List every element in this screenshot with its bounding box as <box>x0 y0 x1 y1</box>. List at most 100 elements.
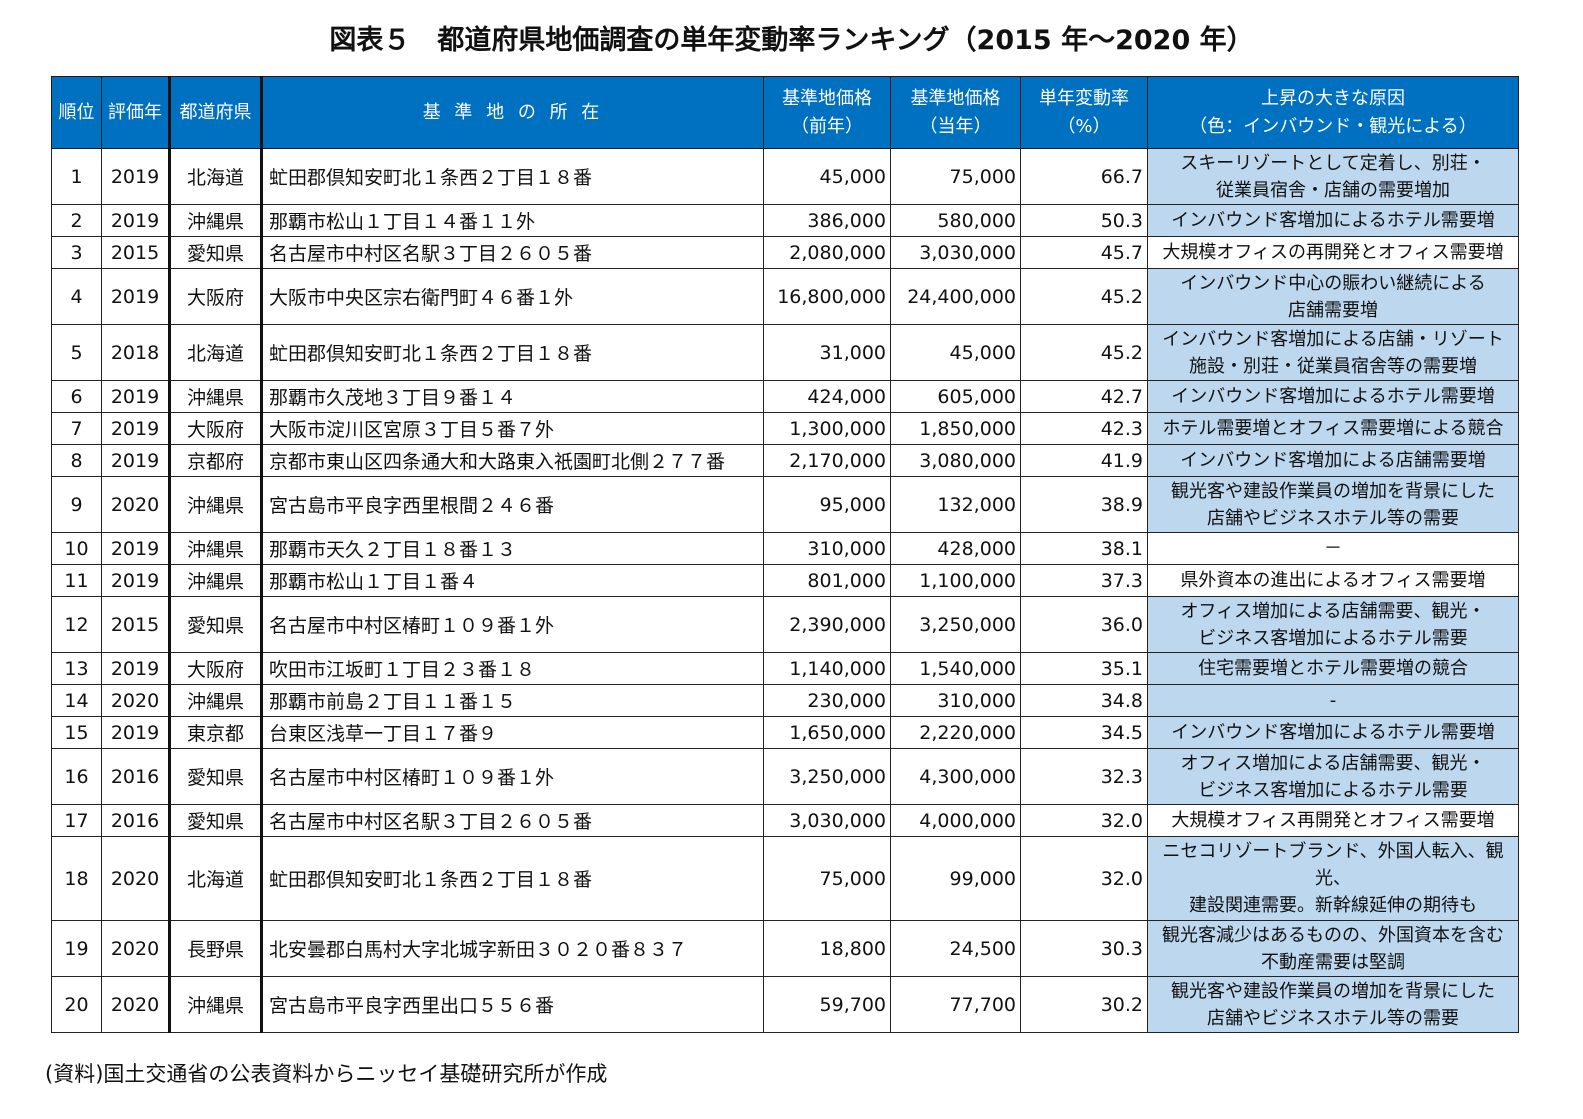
year-cell: 2019 <box>101 532 171 565</box>
reason-line: オフィス増加による店舗需要、観光・ <box>1180 600 1486 622</box>
prefecture-cell: 沖縄県 <box>169 532 263 565</box>
rank-cell: 5 <box>51 324 102 381</box>
prefecture-cell: 沖縄県 <box>169 204 263 237</box>
rank-cell: 1 <box>51 148 102 205</box>
reason-cell: 県外資本の進出によるオフィス需要増 <box>1147 564 1519 597</box>
price-curr-cell: 1,540,000 <box>890 652 1021 685</box>
rank-cell: 18 <box>51 836 102 921</box>
header-reason: 上昇の大きな原因 （色：インバウンド・観光による） <box>1147 76 1519 149</box>
change-rate-cell: 66.7 <box>1020 148 1148 205</box>
year-cell: 2019 <box>101 716 171 749</box>
table-row: 6 2019 沖縄県 那覇市久茂地３丁目９番１４ 424,000 605,000 42.7 イ… <box>51 380 1519 413</box>
table-row: 13 2019 大阪府 吹田市江坂町１丁目２３番１８ 1,140,000 1,540,00… <box>51 652 1519 685</box>
table-row: 4 2019 大阪府 大阪市中央区宗右衛門町４６番１外 16,800,000 24,400… <box>51 268 1519 325</box>
table-row: 19 2020 長野県 北安曇郡白馬村大字北城字新田３０２０番８３７ 18,800 24,… <box>51 920 1519 977</box>
price-prev-cell: 75,000 <box>763 836 891 921</box>
price-prev-cell: 1,140,000 <box>763 652 891 685</box>
price-curr-cell: 4,300,000 <box>890 748 1021 805</box>
change-rate-cell: 32.0 <box>1020 804 1148 837</box>
reason-line: インバウンド客増加によるホテル需要増 <box>1171 722 1495 743</box>
reason-line: インバウンド中心の賑わい継続による <box>1180 272 1486 294</box>
rank-cell: 6 <box>51 380 102 413</box>
year-cell: 2015 <box>101 596 171 653</box>
price-prev-cell: 95,000 <box>763 476 891 533</box>
year-cell: 2019 <box>101 268 171 325</box>
reason-cell: - <box>1147 684 1519 717</box>
location-cell: 名古屋市中村区椿町１０９番１外 <box>261 596 764 653</box>
reason-line: 観光客や建設作業員の増加を背景にした <box>1171 980 1495 1002</box>
location-cell: 宮古島市平良字西里根間２４６番 <box>261 476 764 533</box>
table-row: 11 2019 沖縄県 那覇市松山１丁目１番４ 801,000 1,100,000 37.3… <box>51 564 1519 597</box>
price-curr-cell: 24,500 <box>890 920 1021 977</box>
price-curr-cell: 24,400,000 <box>890 268 1021 325</box>
location-cell: 虻田郡倶知安町北１条西２丁目１８番 <box>261 148 764 205</box>
prefecture-cell: 愛知県 <box>169 804 263 837</box>
reason-cell: ホテル需要増とオフィス需要増による競合 <box>1147 412 1519 445</box>
prefecture-cell: 北海道 <box>169 148 263 205</box>
header-price-prev-line1: 基準地価格 <box>782 87 872 109</box>
price-prev-cell: 310,000 <box>763 532 891 565</box>
price-prev-cell: 1,300,000 <box>763 412 891 445</box>
year-cell: 2019 <box>101 380 171 413</box>
price-prev-cell: 801,000 <box>763 564 891 597</box>
table-row: 14 2020 沖縄県 那覇市前島２丁目１１番１５ 230,000 310,000 34.8… <box>51 684 1519 717</box>
price-prev-cell: 3,030,000 <box>763 804 891 837</box>
price-curr-cell: 75,000 <box>890 148 1021 205</box>
reason-line: 大規模オフィス再開発とオフィス需要増 <box>1171 810 1495 831</box>
price-curr-cell: 605,000 <box>890 380 1021 413</box>
change-rate-cell: 42.7 <box>1020 380 1148 413</box>
table-row: 16 2016 愛知県 名古屋市中村区椿町１０９番１外 3,250,000 4,300,0… <box>51 748 1519 805</box>
price-curr-cell: 45,000 <box>890 324 1021 381</box>
year-cell: 2019 <box>101 148 171 205</box>
reason-line: インバウンド客増加によるホテル需要増 <box>1171 210 1495 231</box>
reason-cell: 大規模オフィスの再開発とオフィス需要増 <box>1147 236 1519 269</box>
price-curr-cell: 580,000 <box>890 204 1021 237</box>
change-rate-cell: 50.3 <box>1020 204 1148 237</box>
table-row: 12 2015 愛知県 名古屋市中村区椿町１０９番１外 2,390,000 3,250,0… <box>51 596 1519 653</box>
price-prev-cell: 2,390,000 <box>763 596 891 653</box>
price-curr-cell: 428,000 <box>890 532 1021 565</box>
header-location: 基 準 地 の 所 在 <box>261 76 764 149</box>
year-cell: 2020 <box>101 836 171 921</box>
reason-cell: 住宅需要増とホテル需要増の競合 <box>1147 652 1519 685</box>
prefecture-cell: 沖縄県 <box>169 564 263 597</box>
prefecture-cell: 沖縄県 <box>169 684 263 717</box>
price-prev-cell: 59,700 <box>763 976 891 1033</box>
rank-cell: 8 <box>51 444 102 477</box>
reason-line: オフィス増加による店舗需要、観光・ <box>1180 752 1486 774</box>
table-row: 15 2019 東京都 台東区浅草一丁目１７番９ 1,650,000 2,220,000 3… <box>51 716 1519 749</box>
location-cell: 名古屋市中村区椿町１０９番１外 <box>261 748 764 805</box>
location-cell: 那覇市天久２丁目１８番１３ <box>261 532 764 565</box>
table-row: 17 2016 愛知県 名古屋市中村区名駅３丁目２６０５番 3,030,000 4,000… <box>51 804 1519 837</box>
reason-cell: インバウンド中心の賑わい継続による 店舗需要増 <box>1147 268 1519 325</box>
header-price-curr: 基準地価格 （当年） <box>890 76 1021 149</box>
rank-cell: 11 <box>51 564 102 597</box>
reason-cell: インバウンド客増加による店舗・リゾート 施設・別荘・従業員宿舎等の需要増 <box>1147 324 1519 381</box>
source-footnote: (資料)国土交通省の公表資料からニッセイ基礎研究所が作成 <box>45 1062 608 1086</box>
change-rate-cell: 30.3 <box>1020 920 1148 977</box>
year-cell: 2015 <box>101 236 171 269</box>
reason-line: インバウンド客増加による店舗需要増 <box>1180 450 1486 471</box>
location-cell: 京都市東山区四条通大和大路東入祇園町北側２７７番 <box>261 444 764 477</box>
rank-cell: 13 <box>51 652 102 685</box>
location-cell: 台東区浅草一丁目１７番９ <box>261 716 764 749</box>
prefecture-cell: 大阪府 <box>169 268 263 325</box>
year-cell: 2020 <box>101 684 171 717</box>
reason-line: 観光客や建設作業員の増加を背景にした <box>1171 480 1495 502</box>
reason-cell: 観光客や建設作業員の増加を背景にした 店舗やビジネスホテル等の需要 <box>1147 976 1519 1033</box>
year-cell: 2019 <box>101 204 171 237</box>
year-cell: 2020 <box>101 476 171 533</box>
year-cell: 2018 <box>101 324 171 381</box>
table-row: 1 2019 北海道 虻田郡倶知安町北１条西２丁目１８番 45,000 75,000 66.… <box>51 148 1519 205</box>
reason-line: 従業員宿舎・店舗の需要増加 <box>1216 179 1450 201</box>
year-cell: 2016 <box>101 804 171 837</box>
change-rate-cell: 32.0 <box>1020 836 1148 921</box>
price-prev-cell: 3,250,000 <box>763 748 891 805</box>
prefecture-cell: 東京都 <box>169 716 263 749</box>
table-row: 2 2019 沖縄県 那覇市松山１丁目１４番１１外 386,000 580,000 50.3… <box>51 204 1519 237</box>
location-cell: 宮古島市平良字西里出口５５６番 <box>261 976 764 1033</box>
header-change-rate: 単年変動率 （%） <box>1020 76 1148 149</box>
price-prev-cell: 424,000 <box>763 380 891 413</box>
rank-cell: 20 <box>51 976 102 1033</box>
reason-line: 不動産需要は堅調 <box>1261 951 1405 973</box>
